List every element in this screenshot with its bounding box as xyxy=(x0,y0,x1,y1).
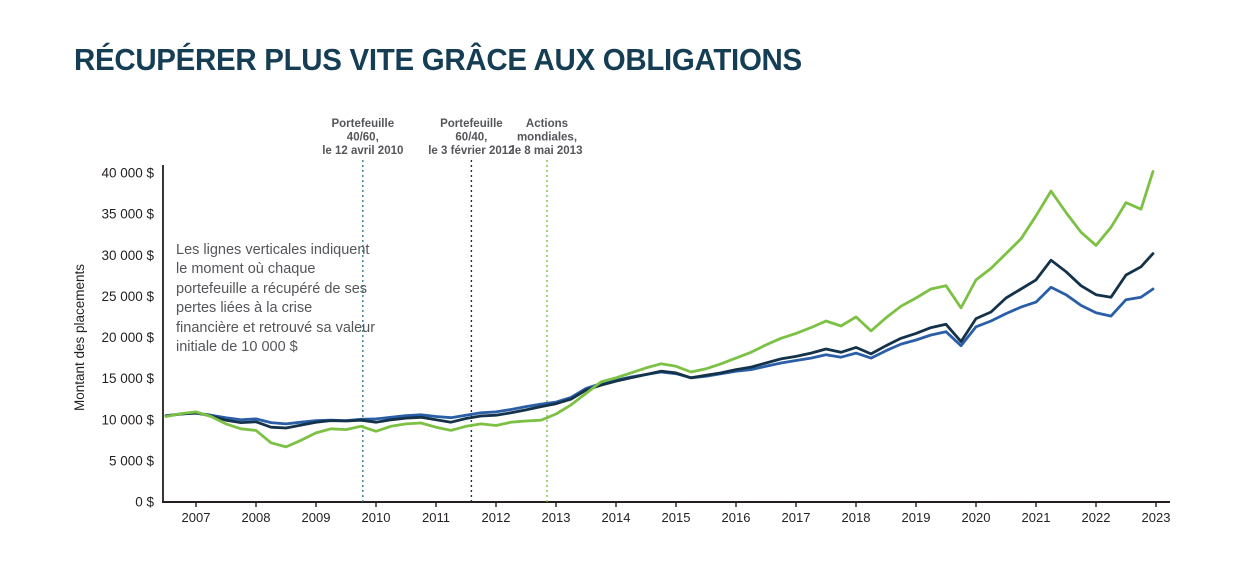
y-tick-label: 35 000 $ xyxy=(101,207,154,222)
y-axis-title: Montant des placements xyxy=(72,264,87,411)
x-tick-label: 2018 xyxy=(842,510,871,525)
x-tick-label: 2023 xyxy=(1142,510,1171,525)
series-line-portefeuille-60-40 xyxy=(164,252,1155,430)
x-tick-label: 2012 xyxy=(482,510,511,525)
recovery-marker-label: Portefeuille 40/60, le 12 avril 2010 xyxy=(322,118,403,157)
series-line-actions-mondiales xyxy=(164,169,1155,449)
y-tick-label: 20 000 $ xyxy=(101,330,154,345)
x-tick-label: 2009 xyxy=(302,510,331,525)
x-tick-label: 2015 xyxy=(662,510,691,525)
x-tick-label: 2008 xyxy=(242,510,271,525)
y-tick-label: 0 $ xyxy=(135,495,154,510)
recovery-marker-label: Actions mondiales, le 8 mai 2013 xyxy=(512,118,583,157)
vertical-lines-annotation: Les lignes verticales indiquent le momen… xyxy=(176,242,376,356)
x-tick-label: 2014 xyxy=(602,510,631,525)
x-tick-label: 2017 xyxy=(782,510,811,525)
x-tick-label: 2019 xyxy=(902,510,931,525)
y-tick-label: 10 000 $ xyxy=(101,412,154,427)
recovery-marker-label: Portefeuille 60/40, le 3 février 2012 xyxy=(428,118,514,157)
y-tick-label: 30 000 $ xyxy=(101,248,154,263)
x-tick-label: 2016 xyxy=(722,510,751,525)
y-tick-label: 5 000 $ xyxy=(109,453,155,468)
y-tick-label: 40 000 $ xyxy=(101,166,154,181)
chart-title: RÉCUPÉRER PLUS VITE GRÂCE AUX OBLIGATION… xyxy=(74,42,802,77)
x-tick-label: 2010 xyxy=(362,510,391,525)
x-tick-label: 2011 xyxy=(422,510,450,525)
x-tick-label: 2022 xyxy=(1082,510,1111,525)
x-tick-label: 2007 xyxy=(182,510,211,525)
y-tick-label: 15 000 $ xyxy=(101,371,154,386)
x-tick-label: 2013 xyxy=(542,510,571,525)
x-tick-label: 2021 xyxy=(1022,510,1051,525)
y-tick-label: 25 000 $ xyxy=(101,289,154,304)
x-tick-label: 2020 xyxy=(962,510,991,525)
